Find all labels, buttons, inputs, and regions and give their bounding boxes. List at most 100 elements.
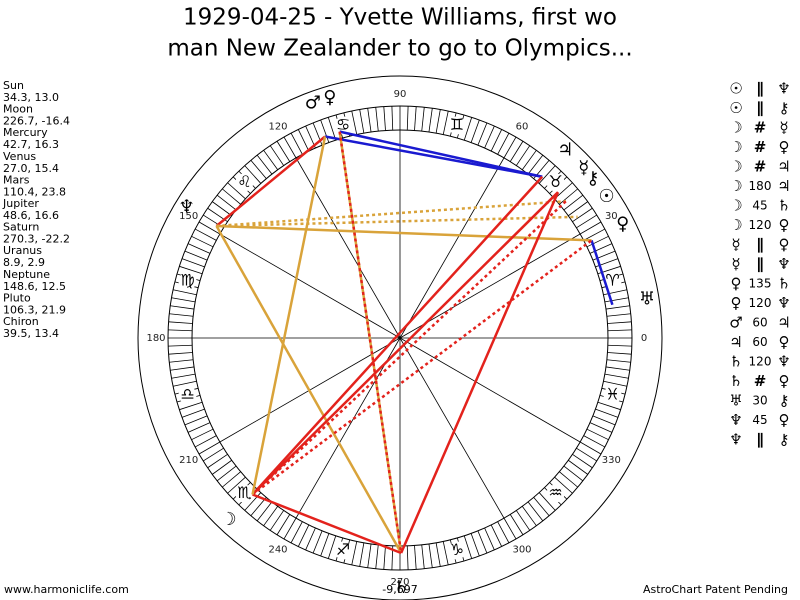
- ring-tick: [477, 122, 488, 146]
- ring-tick: [263, 506, 279, 526]
- ring-tick: [297, 129, 310, 152]
- ring-tick: [463, 535, 473, 559]
- aspect-type: ∥: [756, 80, 764, 98]
- ring-tick: [463, 117, 473, 141]
- ring-tick: [290, 132, 303, 155]
- spoke: [295, 157, 401, 339]
- planet-name: Neptune: [3, 268, 50, 281]
- ring-tick: [216, 194, 237, 211]
- aspect-planet: ♅: [729, 392, 742, 410]
- planet-name: Moon: [3, 103, 33, 116]
- sign-glyph: ♏: [237, 483, 251, 502]
- ring-tick: [171, 297, 196, 303]
- ring-tick: [603, 289, 628, 296]
- ring-tick: [490, 129, 503, 152]
- ring-tick: [276, 141, 291, 162]
- sign-bg: [334, 541, 353, 560]
- ring-tick: [216, 465, 237, 482]
- spoke: [399, 157, 505, 339]
- sign-bg: [546, 173, 565, 192]
- sign-glyph: ♊: [450, 115, 464, 134]
- sign-glyph: ♑: [450, 540, 464, 559]
- ring-tick: [181, 408, 205, 418]
- planet-name: Pluto: [3, 291, 31, 304]
- planet-glyph: ♃: [557, 139, 573, 160]
- ring-tick: [168, 352, 193, 355]
- title-line: 1929-04-25 - Yvette Williams, first wo: [183, 5, 617, 31]
- ring-tick: [191, 428, 214, 441]
- ring-tick: [572, 453, 593, 469]
- aspect-planet: ♆: [729, 411, 742, 429]
- planet-name: Chiron: [3, 315, 39, 328]
- ring-tick: [428, 543, 433, 568]
- aspect-planet: ♂: [729, 314, 742, 332]
- aspect-type: #: [754, 119, 767, 137]
- ring-tick: [414, 545, 417, 570]
- aspect-type: 30: [752, 394, 767, 408]
- aspect-planet: ☽: [729, 216, 742, 234]
- ring-tick: [607, 321, 632, 324]
- ring-tick: [604, 297, 629, 303]
- ring-tick: [169, 313, 194, 317]
- spoke: [399, 337, 581, 443]
- ring-tick: [172, 380, 197, 387]
- ring-tick: [579, 441, 602, 455]
- ring-tick: [509, 141, 524, 162]
- aspect-type: 60: [752, 316, 767, 330]
- ring-tick: [276, 514, 291, 535]
- ring-tick: [222, 471, 241, 488]
- ring-tick: [428, 108, 433, 133]
- ring-tick: [207, 453, 228, 469]
- aspect-line: [216, 215, 578, 228]
- ring-tick: [559, 471, 578, 488]
- ring-tick: [503, 517, 517, 540]
- degree-label: 150: [179, 211, 198, 222]
- ring-tick: [586, 235, 609, 248]
- planet-glyph: ♀: [323, 87, 336, 108]
- planet-name: Mars: [3, 173, 30, 186]
- ring-tick: [563, 194, 584, 211]
- outer-circle: [137, 75, 663, 600]
- aspect-line: [399, 191, 560, 554]
- ring-tick: [191, 235, 214, 248]
- ring-tick: [312, 530, 323, 554]
- aspect-type: 180: [749, 179, 772, 193]
- ring-tick: [563, 465, 584, 482]
- aspect-line: [251, 191, 559, 496]
- ring-tick: [490, 524, 503, 547]
- aspect-planet: ☽: [729, 138, 742, 156]
- ring-tick: [568, 459, 588, 475]
- aspect-line: [216, 199, 566, 228]
- planet-name: Uranus: [3, 244, 42, 257]
- aspect-line: [339, 130, 543, 178]
- sign-bg: [447, 541, 466, 560]
- ring-tick: [194, 228, 217, 241]
- planet-glyph: ♅: [639, 288, 655, 309]
- sign-glyph: ♋: [336, 115, 350, 134]
- degree-label: 330: [602, 455, 621, 466]
- ring-tick: [383, 106, 386, 131]
- ring-tick: [435, 542, 441, 567]
- aspect-line: [252, 493, 402, 555]
- ring-tick: [375, 107, 379, 132]
- ring-tick: [320, 119, 330, 143]
- ring-tick: [212, 201, 232, 217]
- degree-label: 300: [512, 544, 531, 555]
- ring-tick: [576, 214, 597, 229]
- ring-tick: [297, 524, 310, 547]
- ring-tick: [572, 207, 593, 223]
- planet-position: 148.6, 12.5: [3, 280, 66, 293]
- ring-tick: [383, 545, 386, 570]
- ring-tick: [179, 401, 203, 411]
- ring-tick: [527, 154, 544, 175]
- footer-right: AstroChart Patent Pending: [643, 583, 788, 596]
- aspect-line: [251, 200, 567, 496]
- ring-tick: [359, 542, 365, 567]
- degree-label: 180: [146, 333, 165, 344]
- ring-tick: [250, 160, 267, 179]
- aspect-planet: ♃: [729, 333, 742, 351]
- ring-tick: [305, 527, 316, 551]
- aspect-line: [251, 239, 593, 496]
- planet-glyph: ☿: [578, 157, 589, 178]
- footer-left: www.harmoniclife.com: [4, 583, 129, 596]
